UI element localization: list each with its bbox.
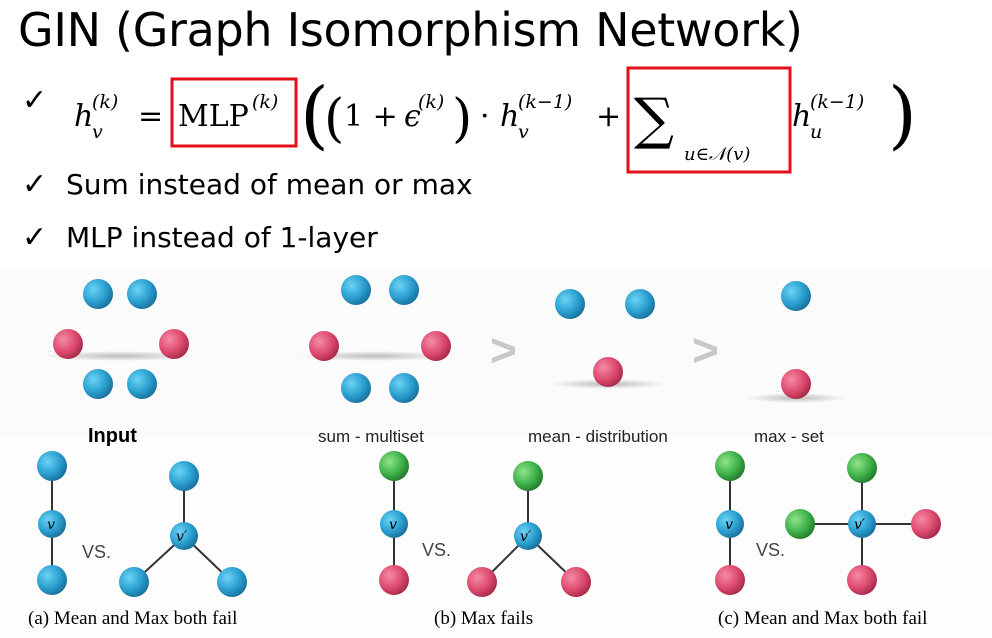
node-blue xyxy=(37,451,67,481)
formula-h1-sup: (k−1) xyxy=(518,91,572,113)
check-icon: ✓ xyxy=(22,220,48,255)
label-sum-multiset: sum - multiset xyxy=(318,427,424,446)
node-blue xyxy=(169,461,199,491)
mean-distribution-diagram xyxy=(548,289,668,389)
formula-mlp-sup: (k) xyxy=(252,91,278,113)
node-green xyxy=(785,509,815,539)
node-blue xyxy=(37,565,67,595)
node-blue xyxy=(119,567,149,597)
node-vprime xyxy=(170,522,198,550)
node-blue xyxy=(127,279,157,309)
node-v-label: v xyxy=(389,517,397,533)
caption-c: (c) Mean and Max both fail xyxy=(718,608,927,629)
bottom-panel-bg xyxy=(0,438,992,638)
formula-eps-sup: (k) xyxy=(418,91,444,113)
sum-multiset-diagram xyxy=(296,275,452,403)
node-blue xyxy=(555,289,585,319)
check-icon: ✓ xyxy=(22,167,48,202)
node-pink xyxy=(715,565,745,595)
vs-label-a: VS. xyxy=(82,542,111,562)
formula-h2-sub: u xyxy=(810,121,822,143)
formula-epsilon: ϵ xyxy=(404,99,421,134)
bullet-mlp-instead: MLP instead of 1-layer xyxy=(66,221,378,254)
formula-sum-sub: u∈𝒩(v) xyxy=(684,144,750,165)
formula-equals: = xyxy=(138,99,163,134)
formula-lhs-sup: (k) xyxy=(92,91,118,113)
node-pink xyxy=(159,329,189,359)
formula-sigma: ∑ xyxy=(634,87,674,152)
sum-highlight-box xyxy=(626,66,792,174)
node-v-label: v xyxy=(47,517,55,533)
formula-big-lparen: ( xyxy=(300,72,329,158)
node-blue xyxy=(781,281,811,311)
node-v xyxy=(38,510,66,538)
node-vprime xyxy=(514,522,542,550)
node-pink xyxy=(561,567,591,597)
formula-one-plus: 1 + xyxy=(344,99,398,134)
formula-h1: h xyxy=(500,99,519,134)
greater-than-1: > xyxy=(490,324,517,376)
node-pink xyxy=(379,565,409,595)
formula-h2: h xyxy=(792,99,811,134)
node-green xyxy=(379,451,409,481)
node-v-label: v xyxy=(725,517,733,533)
node-pink xyxy=(309,331,339,361)
formula-big-rparen: ) xyxy=(888,72,917,158)
label-max-set: max - set xyxy=(754,427,824,446)
formula-dot: · xyxy=(480,99,490,134)
caption-b: (b) Max fails xyxy=(434,608,533,629)
formula-lhs-var: h xyxy=(74,99,93,134)
node-green xyxy=(847,453,877,483)
node-blue xyxy=(625,289,655,319)
caption-a: (a) Mean and Max both fail xyxy=(28,608,237,629)
gin-update-formula: h v (k) = MLP (k) ( ( 1 + ϵ (k) ) · h v … xyxy=(74,66,917,174)
slide-title: GIN (Graph Isomorphism Network) xyxy=(18,3,803,57)
label-mean-distribution: mean - distribution xyxy=(528,427,668,446)
node-pink xyxy=(593,357,623,387)
node-blue xyxy=(389,373,419,403)
aggregation-figure: Input sum - multiset > mean - distributi… xyxy=(0,270,992,638)
node-pink xyxy=(911,509,941,539)
node-vprime xyxy=(848,510,876,538)
node-blue xyxy=(83,369,113,399)
vs-label-c: VS. xyxy=(756,540,785,560)
node-v xyxy=(716,510,744,538)
check-icon: ✓ xyxy=(22,83,48,118)
node-v xyxy=(380,510,408,538)
node-vprime-label: v′ xyxy=(854,517,866,533)
node-blue xyxy=(127,369,157,399)
node-green xyxy=(513,461,543,491)
label-input: Input xyxy=(88,425,137,447)
formula-h1-sub: v xyxy=(518,121,529,143)
node-blue xyxy=(341,373,371,403)
node-pink xyxy=(421,331,451,361)
mlp-highlight-box xyxy=(170,77,298,148)
node-pink xyxy=(847,565,877,595)
node-green xyxy=(715,451,745,481)
formula-plus: + xyxy=(596,99,621,134)
greater-than-2: > xyxy=(692,324,719,376)
node-blue xyxy=(83,279,113,309)
vs-label-b: VS. xyxy=(422,540,451,560)
bullet-sum-instead: Sum instead of mean or max xyxy=(66,168,473,201)
max-set-diagram xyxy=(746,281,846,403)
input-multiset-diagram xyxy=(42,279,198,399)
node-pink xyxy=(781,369,811,399)
formula-lparen: ( xyxy=(324,89,344,149)
formula-h2-sup: (k−1) xyxy=(810,91,864,113)
formula-mlp: MLP xyxy=(178,99,249,134)
node-pink xyxy=(467,567,497,597)
node-vprime-label: v′ xyxy=(176,529,188,545)
node-blue xyxy=(389,275,419,305)
formula-lhs-sub: v xyxy=(92,121,103,143)
node-blue xyxy=(217,567,247,597)
node-pink xyxy=(53,329,83,359)
formula-rparen: ) xyxy=(452,89,472,149)
node-blue xyxy=(341,275,371,305)
node-vprime-label: v′ xyxy=(520,529,532,545)
